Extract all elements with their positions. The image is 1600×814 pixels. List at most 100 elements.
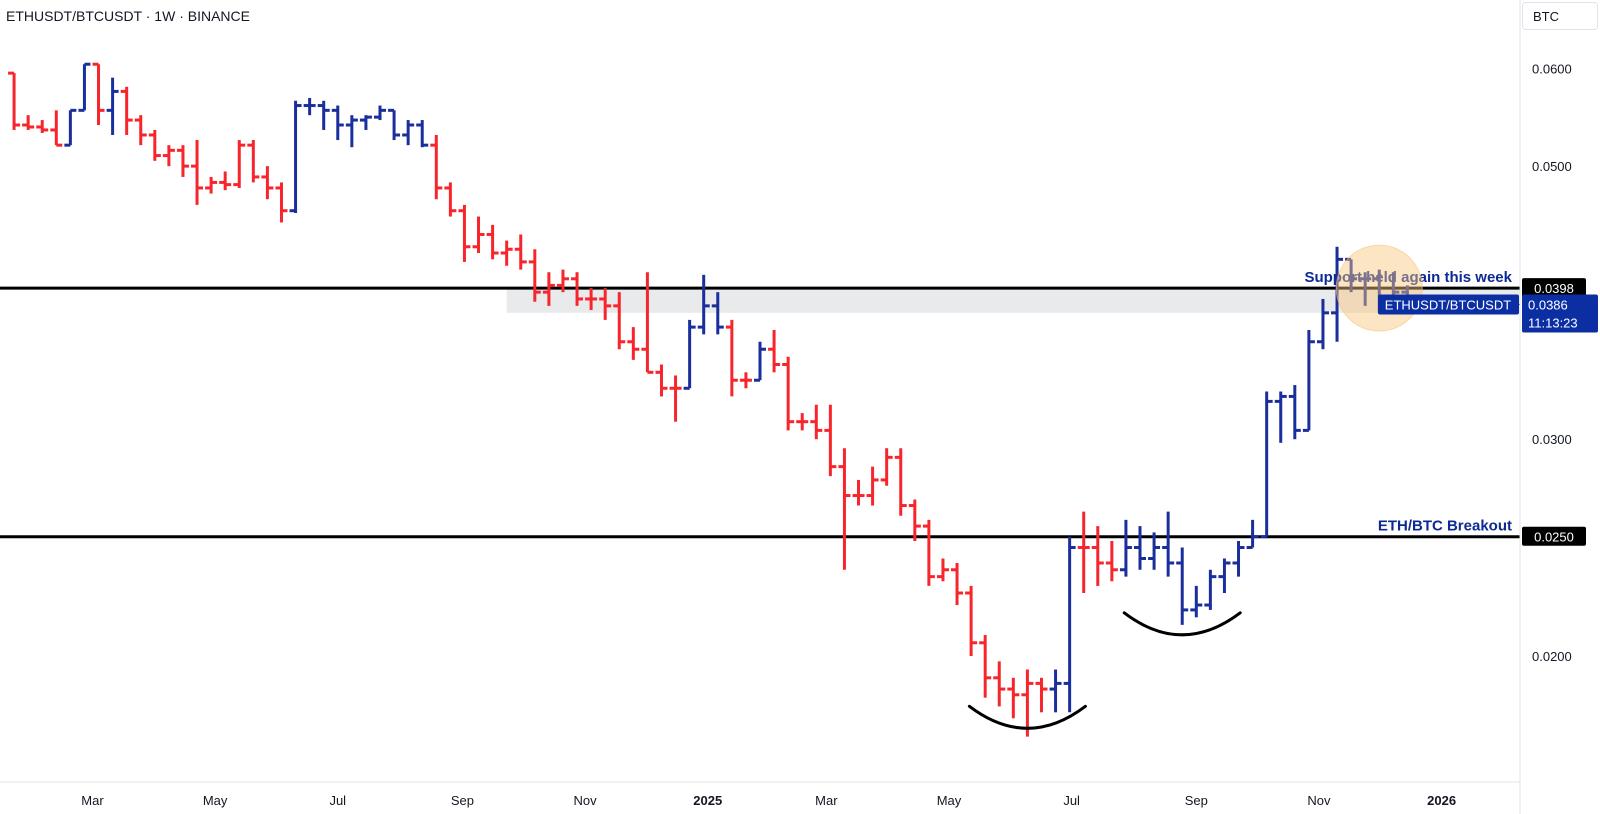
ohlc-bar[interactable] — [416, 120, 429, 148]
ohlc-bar[interactable] — [1148, 532, 1161, 570]
ohlc-bar[interactable] — [402, 120, 415, 146]
ohlc-bar[interactable] — [528, 249, 541, 302]
ohlc-bar[interactable] — [697, 274, 710, 335]
ohlc-bar[interactable] — [205, 176, 218, 194]
ohlc-bar[interactable] — [219, 171, 232, 191]
ohlc-bar[interactable] — [655, 364, 668, 397]
ohlc-bar[interactable] — [317, 100, 330, 130]
ohlc-bar[interactable] — [8, 71, 21, 130]
ohlc-bar[interactable] — [134, 115, 147, 146]
ohlc-bar[interactable] — [444, 182, 457, 217]
ohlc-bar[interactable] — [120, 86, 133, 135]
ohlc-bar[interactable] — [345, 115, 358, 148]
ohlc-bar[interactable] — [1302, 330, 1315, 432]
ohlc-bar[interactable] — [1218, 558, 1231, 594]
ohlc-bar[interactable] — [965, 585, 978, 656]
ohlc-bar[interactable] — [289, 100, 302, 214]
ohlc-bar[interactable] — [359, 115, 372, 130]
ohlc-bar[interactable] — [78, 62, 91, 112]
ohlc-bar[interactable] — [725, 319, 738, 397]
ohlc-bar[interactable] — [1077, 511, 1090, 594]
ohlc-bar[interactable] — [1021, 669, 1034, 737]
ohlc-bar[interactable] — [1007, 677, 1020, 719]
ohlc-bar[interactable] — [993, 661, 1006, 707]
ohlc-bar[interactable] — [1345, 257, 1358, 293]
ohlc-bar[interactable] — [458, 204, 471, 262]
ohlc-bar[interactable] — [303, 97, 316, 116]
ohlc-bar[interactable] — [22, 115, 35, 130]
ohlc-bar[interactable] — [922, 519, 935, 586]
ohlc-bar[interactable] — [1063, 536, 1076, 713]
ohlc-bar[interactable] — [571, 272, 584, 306]
ohlc-bar[interactable] — [585, 288, 598, 311]
ohlc-bar[interactable] — [472, 216, 485, 254]
ohlc-bar[interactable] — [148, 129, 161, 161]
ohlc-bar[interactable] — [894, 448, 907, 516]
ohlc-bar[interactable] — [1316, 298, 1329, 350]
ohlc-bar[interactable] — [514, 234, 527, 270]
ohlc-bar[interactable] — [613, 292, 626, 350]
chart-title: ETHUSDT/BTCUSDT · 1W · BINANCE — [6, 8, 250, 24]
ohlc-bar[interactable] — [669, 375, 682, 422]
ohlc-bar[interactable] — [486, 224, 499, 260]
ohlc-bar[interactable] — [754, 341, 766, 382]
ohlc-bar[interactable] — [388, 108, 401, 141]
ohlc-bar[interactable] — [1119, 519, 1132, 577]
ohlc-bar[interactable] — [1204, 569, 1217, 610]
ohlc-bar[interactable] — [261, 166, 274, 200]
ohlc-bar[interactable] — [951, 562, 964, 606]
ohlc-bar[interactable] — [191, 140, 204, 205]
ohlc-bar[interactable] — [430, 134, 443, 200]
ohlc-bar[interactable] — [1105, 540, 1118, 582]
ohlc-bar[interactable] — [1091, 526, 1104, 586]
ohlc-bar[interactable] — [374, 105, 386, 121]
ohlc-bar[interactable] — [908, 499, 921, 541]
ohlc-bar[interactable] — [838, 448, 851, 570]
ohlc-bar[interactable] — [331, 105, 344, 141]
ohlc-bar[interactable] — [1190, 585, 1203, 618]
ohlc-bar[interactable] — [1288, 385, 1301, 440]
ohlc-bar[interactable] — [599, 288, 612, 320]
ohlc-bar[interactable] — [542, 272, 555, 306]
ohlc-bar[interactable] — [1134, 526, 1146, 570]
ohlc-bar[interactable] — [1274, 391, 1287, 443]
ohlc-bar[interactable] — [1162, 511, 1175, 577]
ohlc-bar[interactable] — [275, 182, 288, 223]
ohlc-bar[interactable] — [176, 145, 189, 177]
ohlc-bar[interactable] — [106, 77, 119, 135]
ohlc-bar[interactable] — [247, 140, 260, 183]
ohlc-bar[interactable] — [64, 108, 77, 147]
ohlc-bar[interactable] — [1176, 547, 1189, 625]
ohlc-bar[interactable] — [92, 62, 105, 125]
ohlc-bar[interactable] — [641, 272, 654, 374]
ohlc-bar[interactable] — [739, 372, 752, 389]
ohlc-bar[interactable] — [880, 448, 893, 486]
ohlc-bar[interactable] — [162, 145, 175, 167]
ohlc-bar[interactable] — [866, 466, 879, 506]
ohlc-bar[interactable] — [627, 327, 640, 360]
currency-selector[interactable]: BTC — [1522, 2, 1598, 30]
ohlc-bar[interactable] — [796, 413, 809, 431]
ohlc-bar[interactable] — [50, 110, 63, 147]
ohlc-bar[interactable] — [979, 635, 992, 698]
ohlc-bar[interactable] — [683, 319, 696, 390]
ohlc-bar[interactable] — [1232, 540, 1245, 577]
ohlc-bar[interactable] — [1359, 272, 1372, 306]
ohlc-bar[interactable] — [36, 120, 49, 133]
ohlc-bar[interactable] — [500, 240, 513, 266]
ohlc-bar[interactable] — [852, 479, 865, 506]
ohlc-bar[interactable] — [824, 404, 837, 477]
ohlc-bar[interactable] — [233, 140, 246, 188]
ohlc-bar[interactable] — [936, 558, 949, 582]
ohlc-bar[interactable] — [1246, 519, 1259, 549]
ohlc-bar[interactable] — [768, 330, 781, 373]
ohlc-bar[interactable] — [782, 356, 795, 431]
ohlc-bar[interactable] — [1049, 669, 1062, 713]
ohlc-bar[interactable] — [1035, 677, 1048, 713]
ohlc-bar[interactable] — [711, 292, 724, 335]
ohlc-bar[interactable] — [1260, 391, 1273, 539]
ohlc-bar[interactable] — [810, 404, 823, 440]
ohlc-bar[interactable] — [556, 269, 569, 293]
